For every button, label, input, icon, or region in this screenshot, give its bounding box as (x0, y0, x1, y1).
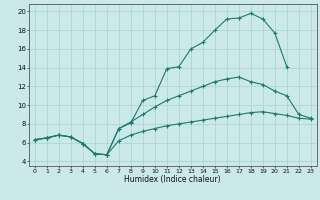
X-axis label: Humidex (Indice chaleur): Humidex (Indice chaleur) (124, 175, 221, 184)
